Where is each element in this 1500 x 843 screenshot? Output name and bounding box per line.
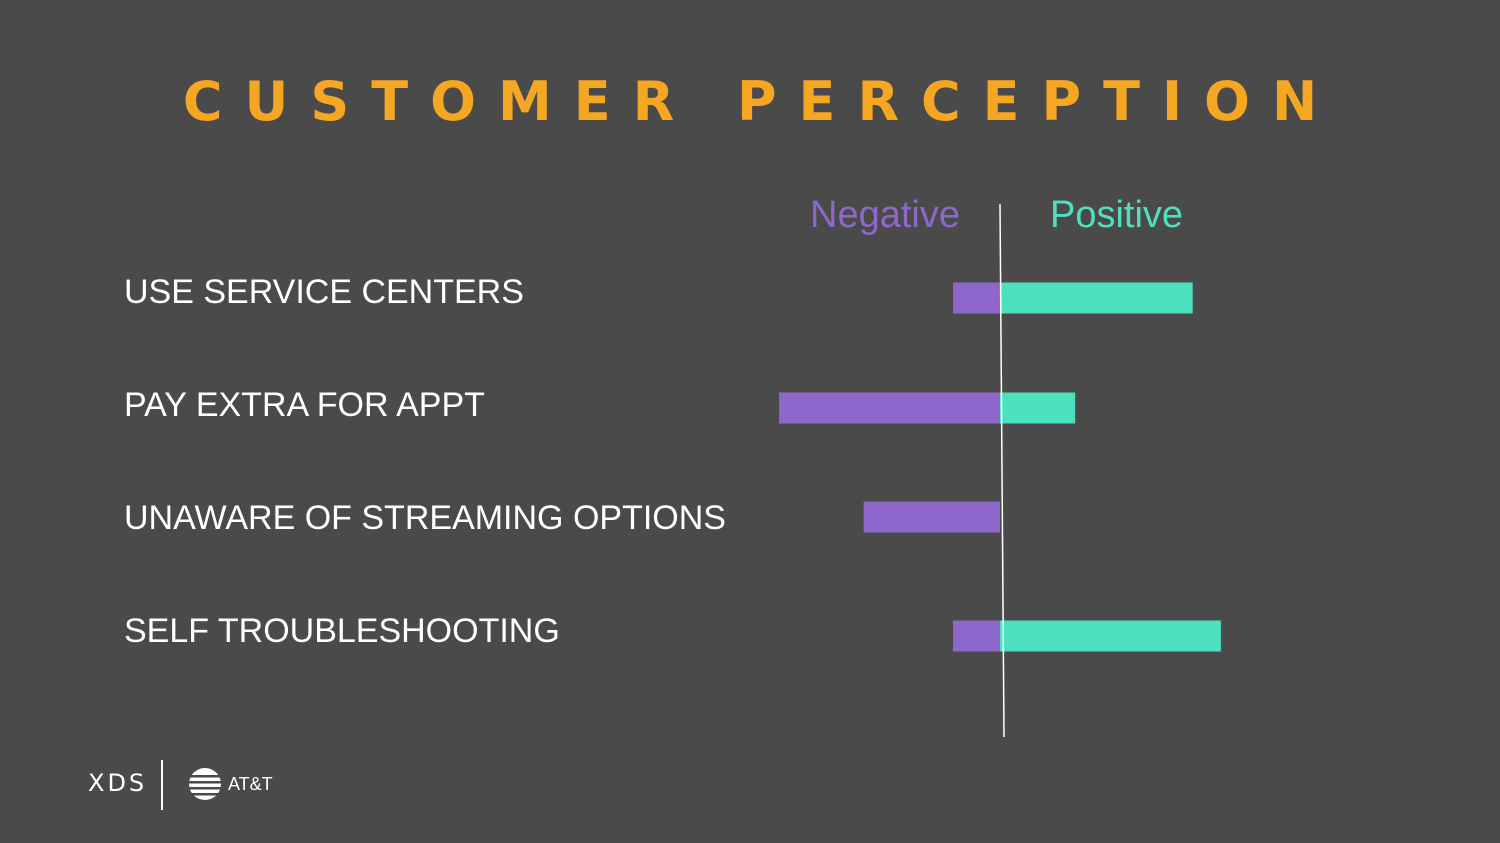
bar-negative [953,620,1000,652]
footer-brand-att-text: AT&T [228,773,273,794]
footer-brand-xds: XDS [88,769,148,797]
footer-divider [161,760,163,810]
category-labels: USE SERVICE CENTERS PAY EXTRA FOR APPT UNA… [124,273,726,650]
bar-positive [1000,392,1076,424]
globe-logo-icon [188,768,222,800]
zero-axis-line [999,203,1005,738]
bar-negative [863,501,1000,533]
category-label: USE SERVICE CENTERS [124,273,524,311]
legend-negative: Negative [810,194,960,236]
bar-positive [1000,620,1221,652]
legend-positive: Positive [1050,194,1183,236]
category-label: UNAWARE OF STREAMING OPTIONS [124,499,726,537]
bar-negative [953,282,1000,314]
category-label: SELF TROUBLESHOOTING [124,612,560,650]
bars [779,282,1221,652]
footer-brand-att: AT&T [188,767,273,801]
bar-negative [779,392,1000,424]
slide-title: CUSTOMER PERCEPTION [182,70,1340,133]
category-label: PAY EXTRA FOR APPT [124,386,485,424]
bar-positive [1000,282,1193,314]
